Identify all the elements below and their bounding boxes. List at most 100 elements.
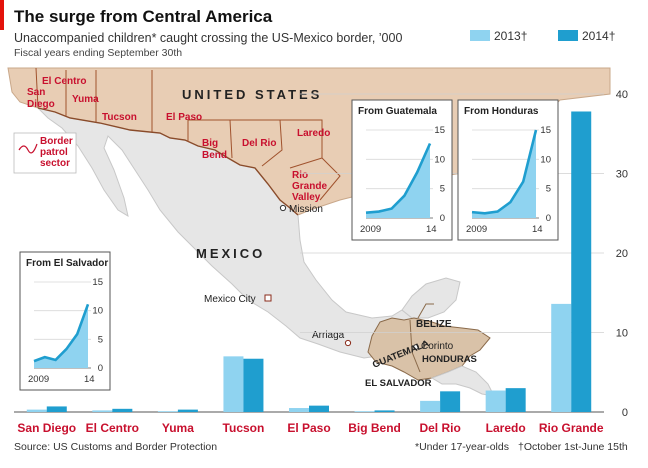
place-label-mission: Mission — [289, 204, 323, 215]
belize-border — [417, 303, 434, 319]
accent-bar — [0, 0, 4, 30]
sector-label-big-bend: Big Bend — [202, 138, 227, 161]
place-label-arriaga: Arriaga — [312, 330, 345, 341]
sector-boundary-san-diego — [35, 67, 39, 109]
bars — [26, 111, 592, 413]
bar-y-ticks: 0 10 20 30 40 — [616, 89, 628, 419]
inset-title: From Honduras — [464, 106, 539, 117]
chart-subtitle: Unaccompanied children* caught crossing … — [14, 31, 403, 45]
legend-label-2014: 2014† — [582, 29, 616, 43]
sector-legend-line1: Border — [40, 136, 73, 147]
sector-label-san-diego: San Diego — [27, 87, 55, 110]
sector-label-yuma: Yuma — [72, 94, 99, 105]
yucatan-land — [401, 277, 461, 319]
sector-boundary-laredo — [280, 119, 323, 169]
bar-san-diego-2014 — [46, 406, 67, 412]
inset-y-tick-label: 0 — [546, 213, 551, 224]
inset-x-tick-label: 14 — [426, 224, 437, 235]
map-label-mexico: MEXICO — [196, 246, 265, 261]
inset-honduras: From Honduras 0 5 10 15 2009 14 — [457, 99, 559, 241]
bar-category-label: San Diego — [17, 421, 76, 435]
legend-swatch-2014 — [558, 30, 578, 41]
sector-label-rio-grande-line1: Rio — [292, 170, 308, 181]
bar-el-centro-2014 — [112, 408, 133, 412]
inset-x-tick-label: 2009 — [360, 224, 381, 235]
legend-swatch-2013 — [470, 30, 490, 41]
sector-label-el-paso: El Paso — [166, 112, 202, 123]
inset-area — [472, 130, 536, 218]
inset-box — [351, 99, 453, 241]
sector-boundaries — [35, 67, 341, 201]
sector-label-rio-grande-line3: Valley — [292, 192, 321, 203]
footnote-period: †October 1st-June 15th — [518, 441, 628, 453]
sector-legend-label: Border patrol sector — [40, 136, 76, 169]
bar-laredo-2013 — [485, 390, 506, 412]
bar-category-label: Rio Grande — [539, 421, 604, 435]
bar-y-tick-label: 20 — [616, 248, 628, 260]
map-label-united-states: UNITED STATES — [182, 87, 322, 102]
inset-box — [457, 99, 559, 241]
inset-area — [34, 304, 88, 368]
bar-y-tick-label: 40 — [616, 89, 628, 101]
sector-label-san-diego-line2: Diego — [27, 99, 55, 110]
inset-y-tick-label: 10 — [434, 154, 445, 165]
inset-x-tick-label: 2009 — [466, 224, 487, 235]
bar-laredo-2014 — [505, 388, 526, 412]
bar-category-labels: San Diego El Centro Yuma Tucson El Paso Big B… — [17, 421, 603, 435]
bar-del-rio-2014 — [440, 391, 461, 412]
bar-big-bend-2013 — [354, 411, 375, 412]
source-note: Source: US Customs and Border Protection — [14, 441, 218, 453]
inset-y-tick-label: 0 — [98, 363, 103, 374]
sector-label-san-diego-line1: San — [27, 87, 45, 98]
inset-y-tick-label: 15 — [92, 277, 103, 288]
guatemala-honduras-border — [409, 319, 421, 373]
bar-y-tick-label: 0 — [622, 407, 628, 419]
border-sector-legend-icon — [18, 143, 38, 154]
chart-title: The surge from Central America — [14, 7, 273, 26]
bar-san-diego-2013 — [26, 409, 47, 412]
bar-tucson-2013 — [223, 356, 244, 412]
inset-area — [366, 143, 430, 218]
bar-y-tick-label: 10 — [616, 328, 628, 340]
inset-title: From El Salvador — [26, 258, 108, 269]
mexico-city-marker — [264, 294, 272, 302]
bar-category-label: El Centro — [86, 421, 139, 435]
bar-category-label: Tucson — [223, 421, 265, 435]
bar-yuma-2013 — [157, 411, 178, 412]
bar-y-tick-label: 30 — [616, 169, 628, 181]
sector-label-rio-grande-valley: Rio Grande Valley — [292, 170, 330, 203]
bar-rio-grande-2014 — [571, 111, 592, 413]
mission-marker — [279, 204, 287, 212]
inset-y-tick-label: 5 — [440, 184, 445, 195]
place-label-mexico-city: Mexico City — [204, 294, 256, 305]
us-mexico-border — [37, 107, 299, 216]
sector-boundary-rio-grande — [319, 157, 341, 201]
bar-el-paso-2014 — [309, 405, 329, 412]
bar-tucson-2014 — [243, 358, 264, 412]
inset-y-tick-label: 15 — [540, 125, 551, 136]
sector-label-tucson: Tucson — [102, 112, 137, 123]
fiscal-year-note: Fiscal years ending September 30th — [14, 47, 183, 59]
bar-category-label: Big Bend — [348, 421, 401, 435]
country-label-el-salvador: EL SALVADOR — [365, 378, 432, 389]
bar-yuma-2014 — [177, 409, 198, 412]
inset-y-tick-label: 5 — [546, 184, 551, 195]
sector-legend-line2: patrol — [40, 147, 68, 158]
arriaga-marker — [344, 339, 352, 347]
bar-big-bend-2014 — [374, 410, 395, 412]
corinto-marker — [413, 344, 419, 350]
inset-box — [19, 251, 111, 391]
sector-label-laredo: Laredo — [297, 128, 330, 139]
country-label-honduras: HONDURAS — [422, 354, 477, 365]
inset-el-salvador: From El Salvador 0 5 10 15 2009 14 — [19, 251, 111, 391]
bar-category-label: Yuma — [162, 421, 194, 435]
bar-category-label: Laredo — [486, 421, 526, 435]
inset-x-tick-label: 2009 — [28, 374, 49, 385]
sector-label-rio-grande-line2: Grande — [292, 181, 327, 192]
bar-el-centro-2013 — [92, 410, 113, 412]
sector-label-big-bend-line1: Big — [202, 138, 218, 149]
inset-title: From Guatemala — [358, 106, 437, 117]
bar-category-label: El Paso — [287, 421, 330, 435]
